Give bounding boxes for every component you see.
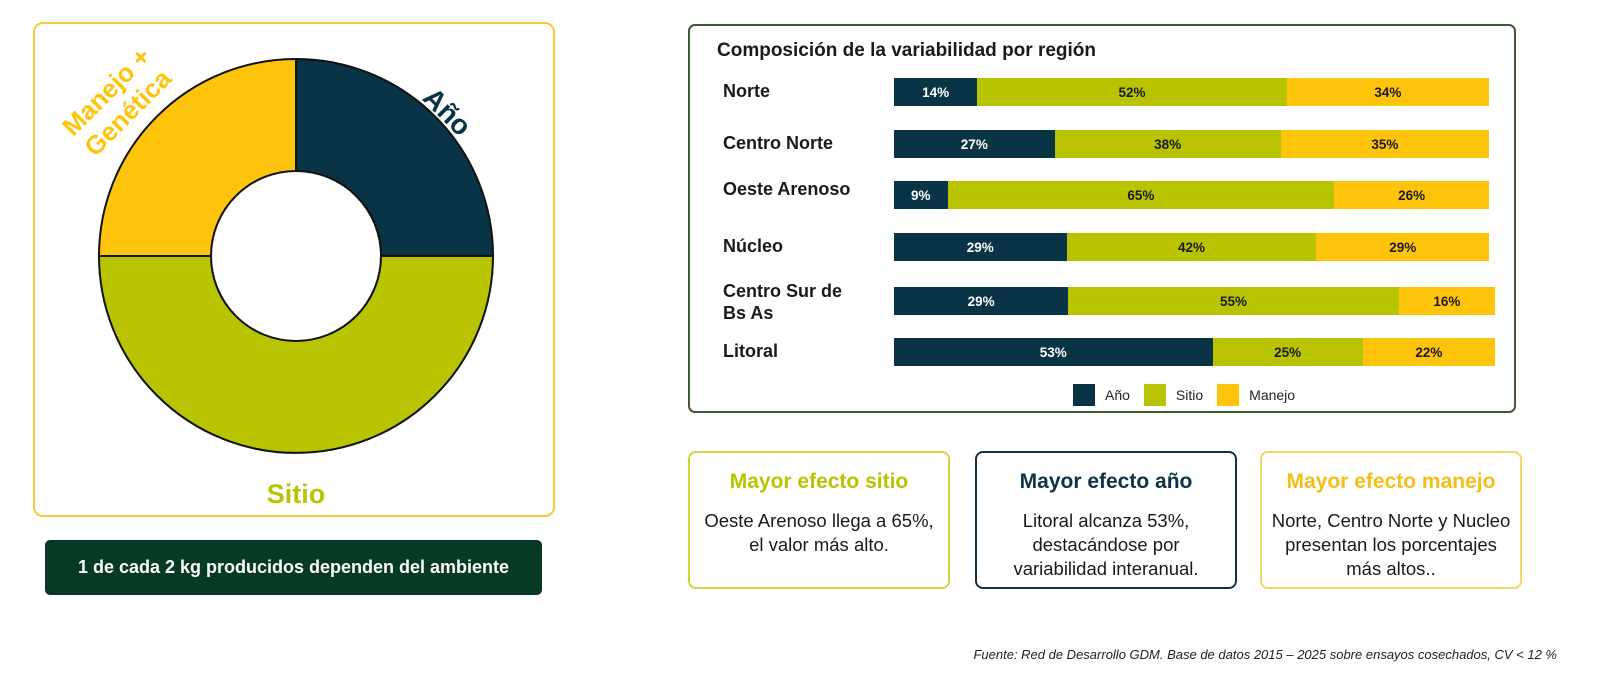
legend-label: Manejo [1249, 386, 1296, 403]
bar-segment-sitio: 38% [1054, 130, 1281, 158]
legend-swatch [1143, 383, 1166, 406]
bar-segment-año: 9% [894, 181, 948, 209]
stacked-bar-chart-panel: Composición de la variabilidad por regió… [688, 24, 1516, 413]
card-mayor-efecto-manejo: Mayor efecto manejo Norte, Centro Norte … [1260, 451, 1522, 589]
bar-segment-año: 53% [894, 338, 1213, 366]
region-label-line: Bs As [723, 303, 774, 323]
legend-item: Sitio [1143, 383, 1204, 406]
bar-segment-año: 29% [894, 287, 1069, 315]
region-label-line: Núcleo [723, 236, 784, 256]
legend-label: Sitio [1175, 386, 1204, 403]
bar-segment-manejo: 26% [1334, 181, 1489, 209]
summary-banner: 1 de cada 2 kg producidos dependen del a… [45, 540, 542, 595]
bar-segment-sitio: 52% [977, 78, 1287, 106]
region-label: Norte [723, 80, 770, 102]
bar-row: 27% 38% 35% [894, 130, 1489, 158]
bar-row: 29% 42% 29% [894, 233, 1489, 261]
bar-row: 9% 65% 26% [894, 181, 1489, 209]
region-label: Centro Sur de Bs As [723, 280, 842, 324]
bar-row: 53% 25% 22% [894, 338, 1495, 366]
bar-row: 14% 52% 34% [894, 78, 1489, 106]
bar-segment-año: 29% [894, 233, 1067, 261]
source-note: Fuente: Red de Desarrollo GDM. Base de d… [973, 647, 1557, 662]
legend-item: Año [1073, 383, 1130, 406]
card-body: Litoral alcanza 53%, destacándose por va… [1013, 510, 1199, 579]
bar-segment-sitio: 65% [947, 181, 1335, 209]
region-label-line: Oeste Arenoso [723, 179, 851, 199]
region-label: Centro Norte [723, 132, 833, 154]
bar-segment-manejo: 16% [1398, 287, 1495, 315]
card-mayor-efecto-anio: Mayor efecto año Litoral alcanza 53%, de… [975, 451, 1237, 589]
chart-legend: Año Sitio Manejo [1073, 382, 1309, 407]
region-label-line: Litoral [723, 341, 779, 361]
region-label-line: Centro Norte [723, 133, 834, 153]
card-title: Mayor efecto manejo [1286, 470, 1496, 493]
donut-slice-1 [97, 255, 495, 454]
donut-slice-2 [97, 57, 297, 257]
bar-segment-manejo: 35% [1280, 130, 1489, 158]
bar-segment-sitio: 55% [1068, 287, 1399, 315]
bar-segment-sitio: 42% [1066, 233, 1317, 261]
card-body: Norte, Centro Norte y Nucleo presentan l… [1271, 510, 1511, 579]
donut-slice-0 [295, 57, 495, 257]
legend-swatch [1073, 383, 1095, 406]
donut-chart-panel: Año Sitio Manejo +Genética [33, 22, 555, 517]
bar-segment-manejo: 22% [1362, 338, 1495, 366]
legend-item: Manejo [1217, 383, 1296, 406]
region-label: Núcleo [723, 235, 783, 257]
region-label: Litoral [723, 340, 778, 362]
donut-label-1: Sitio [267, 479, 326, 509]
bar-segment-manejo: 29% [1316, 233, 1489, 261]
chart-title: Composición de la variabilidad por regió… [717, 40, 1097, 61]
region-label-line: Centro Sur de [723, 281, 843, 301]
region-label: Oeste Arenoso [723, 178, 850, 200]
card-title: Mayor efecto sitio [729, 470, 909, 493]
bar-row: 29% 55% 16% [894, 287, 1495, 315]
summary-banner-text: 1 de cada 2 kg producidos dependen del a… [77, 557, 510, 577]
card-body: Oeste Arenoso llega a 65%, el valor más … [704, 510, 934, 555]
region-label-line: Norte [723, 81, 771, 101]
card-mayor-efecto-sitio: Mayor efecto sitio Oeste Arenoso llega a… [688, 451, 950, 589]
bar-segment-año: 14% [894, 78, 978, 106]
bar-segment-sitio: 25% [1212, 338, 1363, 366]
legend-swatch [1217, 383, 1240, 406]
legend-label: Año [1105, 386, 1130, 403]
bar-segment-año: 27% [894, 130, 1055, 158]
bar-segment-manejo: 34% [1286, 78, 1489, 106]
card-title: Mayor efecto año [1019, 470, 1193, 493]
